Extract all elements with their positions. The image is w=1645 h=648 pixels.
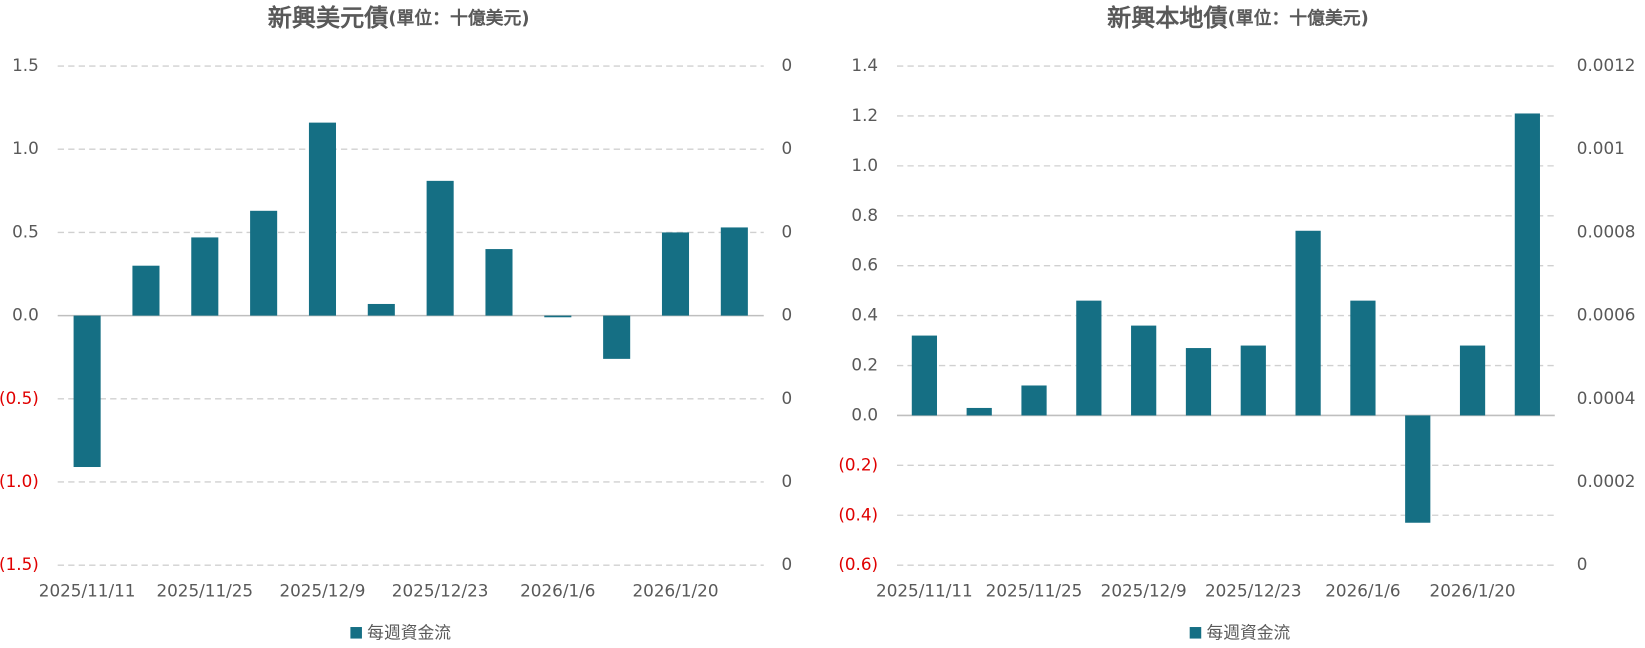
y2-tick-label: 0 bbox=[781, 388, 792, 408]
bar bbox=[426, 180, 454, 316]
x-tick-label: 2026/1/6 bbox=[520, 580, 595, 600]
bar bbox=[1459, 345, 1486, 416]
y2-tick-label: 0 bbox=[781, 554, 792, 574]
y2-tick-label: 0 bbox=[781, 55, 792, 75]
y2-tick-label: 0 bbox=[781, 305, 792, 325]
y-tick-label: (1.5) bbox=[0, 554, 39, 574]
x-tick-label: 2026/1/6 bbox=[1325, 580, 1400, 600]
y-tick-label: 1.4 bbox=[851, 55, 878, 75]
y-tick-label: (0.2) bbox=[838, 454, 878, 474]
chart-title: 新興本地債(單位：十億美元) bbox=[1107, 4, 1369, 32]
y-tick-label: (0.5) bbox=[0, 388, 39, 408]
y2-tick-label: 0 bbox=[781, 221, 792, 241]
y2-tick-label: 0 bbox=[781, 138, 792, 158]
y-tick-label: (1.0) bbox=[0, 471, 39, 491]
bar bbox=[73, 315, 101, 468]
legend-swatch bbox=[1189, 627, 1202, 639]
y-tick-label: 0.4 bbox=[851, 305, 878, 325]
bar bbox=[132, 265, 160, 316]
bar bbox=[603, 315, 631, 359]
x-tick-label: 2025/11/11 bbox=[876, 580, 973, 600]
x-tick-label: 2025/11/25 bbox=[156, 580, 253, 600]
y-tick-label: 1.2 bbox=[851, 105, 878, 125]
title-main: 新興美元債 bbox=[268, 4, 389, 32]
bar bbox=[1350, 300, 1376, 416]
y-tick-label: 1.0 bbox=[851, 155, 878, 175]
bar bbox=[966, 407, 992, 416]
y2-tick-label: 0.0004 bbox=[1577, 388, 1636, 408]
y-tick-label: 0.5 bbox=[12, 221, 39, 241]
y-tick-label: 0.0 bbox=[851, 404, 878, 424]
bar bbox=[485, 249, 513, 316]
y2-tick-label: 0.0012 bbox=[1577, 55, 1636, 75]
y2-tick-label: 0 bbox=[781, 471, 792, 491]
title-sub: (單位：十億美元) bbox=[388, 7, 529, 29]
bar bbox=[1076, 300, 1102, 416]
x-tick-label: 2025/12/23 bbox=[392, 580, 489, 600]
title-main: 新興本地債 bbox=[1107, 4, 1228, 32]
y2-tick-label: 0.0008 bbox=[1577, 221, 1636, 241]
legend-swatch bbox=[350, 627, 362, 639]
legend-label: 每週資金流 bbox=[367, 622, 451, 642]
y-tick-label: (0.6) bbox=[838, 554, 878, 574]
bar bbox=[1021, 385, 1047, 416]
y2-tick-label: 0.0006 bbox=[1577, 305, 1636, 325]
y-tick-label: 1.0 bbox=[12, 138, 39, 158]
title-sub: (單位：十億美元) bbox=[1228, 7, 1369, 29]
y-tick-label: 0.0 bbox=[12, 305, 39, 325]
y-tick-label: (0.4) bbox=[838, 504, 878, 524]
bar bbox=[911, 335, 938, 416]
legend-label: 每週資金流 bbox=[1206, 622, 1290, 642]
chart-title: 新興美元債(單位：十億美元) bbox=[268, 4, 530, 32]
y-tick-label: 0.8 bbox=[851, 205, 878, 225]
x-tick-label: 2025/12/9 bbox=[1101, 580, 1187, 600]
y2-tick-label: 0.001 bbox=[1577, 138, 1625, 158]
bar bbox=[1240, 345, 1266, 416]
bar bbox=[544, 315, 572, 318]
x-tick-label: 2025/11/11 bbox=[39, 580, 136, 600]
y-tick-label: 0.6 bbox=[851, 255, 878, 275]
bar bbox=[191, 237, 219, 316]
x-tick-label: 2025/12/9 bbox=[279, 580, 365, 600]
y-tick-label: 0.2 bbox=[851, 355, 878, 375]
bar bbox=[1405, 415, 1431, 523]
bar bbox=[1514, 113, 1540, 416]
x-tick-label: 2026/1/20 bbox=[632, 580, 718, 600]
x-tick-label: 2025/12/23 bbox=[1205, 580, 1302, 600]
bar bbox=[1185, 348, 1212, 416]
bar bbox=[367, 303, 395, 316]
bar bbox=[1131, 325, 1157, 416]
bar bbox=[1295, 230, 1321, 416]
y2-tick-label: 0 bbox=[1577, 554, 1588, 574]
x-tick-label: 2025/11/25 bbox=[986, 580, 1083, 600]
y-tick-label: 1.5 bbox=[12, 55, 39, 75]
y2-tick-label: 0.0002 bbox=[1577, 471, 1636, 491]
bar bbox=[250, 210, 278, 316]
bar bbox=[308, 122, 337, 316]
bar bbox=[720, 227, 748, 316]
bar bbox=[661, 232, 690, 316]
x-tick-label: 2026/1/20 bbox=[1430, 580, 1516, 600]
